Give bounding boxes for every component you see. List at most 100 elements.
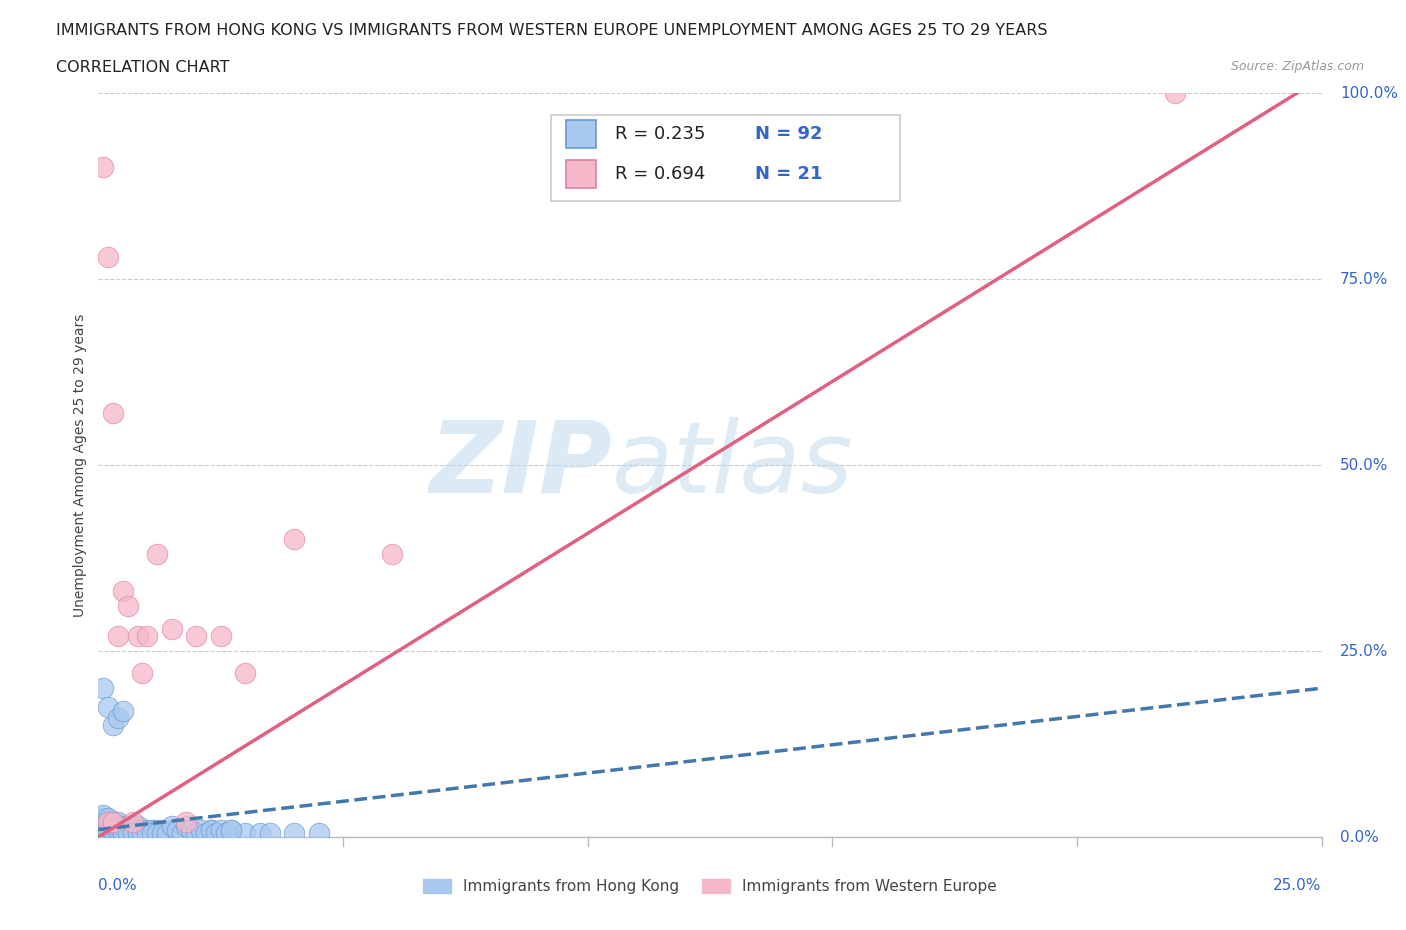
Point [150, 822, 173, 837]
Point [87, 822, 110, 837]
Point [97, 815, 120, 830]
Point [200, 822, 222, 837]
Point [121, 826, 143, 841]
Point [131, 822, 153, 837]
Point [166, 826, 188, 841]
Point [233, 826, 256, 841]
Point [131, 826, 153, 841]
Point [136, 826, 159, 841]
Text: R = 0.235: R = 0.235 [614, 125, 706, 142]
Point [91, 160, 114, 175]
Point [91, 815, 114, 830]
Point [111, 826, 134, 841]
Text: R = 0.694: R = 0.694 [614, 165, 704, 183]
Point [91, 822, 114, 837]
Point [91, 826, 114, 841]
Point [91, 822, 114, 837]
Point [195, 826, 218, 841]
Point [117, 818, 139, 833]
Point [107, 711, 129, 725]
Point [127, 629, 149, 644]
Point [146, 547, 169, 562]
Point [111, 584, 134, 599]
Text: 50.0%: 50.0% [1340, 458, 1388, 472]
Point [160, 826, 183, 841]
Point [308, 826, 330, 841]
Point [101, 822, 124, 837]
Text: 75.0%: 75.0% [1340, 272, 1388, 286]
Text: 0.0%: 0.0% [98, 878, 138, 893]
Point [249, 826, 271, 841]
Text: 25.0%: 25.0% [1340, 644, 1388, 658]
Point [209, 826, 232, 841]
Point [150, 826, 173, 841]
Point [91, 681, 114, 696]
Point [111, 826, 134, 841]
Point [107, 629, 129, 644]
Point [107, 826, 129, 841]
Point [117, 826, 139, 841]
Point [170, 826, 193, 841]
Point [101, 718, 124, 733]
Point [141, 822, 163, 837]
Point [97, 822, 120, 837]
Point [111, 822, 134, 837]
Point [101, 815, 124, 830]
Point [176, 826, 198, 841]
Text: atlas: atlas [612, 417, 853, 513]
Text: ZIP: ZIP [429, 417, 612, 513]
Point [101, 826, 124, 841]
Point [219, 822, 242, 837]
Point [195, 826, 218, 841]
Point [87, 826, 110, 841]
Point [107, 822, 129, 837]
Text: 0.0%: 0.0% [1340, 830, 1379, 844]
Point [111, 703, 134, 718]
Point [117, 826, 139, 841]
Point [91, 811, 114, 826]
Text: 25.0%: 25.0% [1274, 878, 1322, 893]
Point [141, 826, 163, 841]
Point [91, 807, 114, 822]
Point [97, 699, 120, 714]
Point [209, 629, 232, 644]
Point [127, 826, 149, 841]
Point [101, 405, 124, 420]
Point [121, 826, 143, 841]
Point [259, 826, 281, 841]
Point [146, 822, 169, 837]
Point [97, 818, 120, 833]
Point [166, 822, 188, 837]
Point [107, 815, 129, 830]
Point [219, 822, 242, 837]
Point [176, 818, 198, 833]
Text: Source: ZipAtlas.com: Source: ZipAtlas.com [1230, 60, 1364, 73]
Point [186, 629, 208, 644]
Legend: Immigrants from Hong Kong, Immigrants from Western Europe: Immigrants from Hong Kong, Immigrants fr… [418, 872, 1002, 900]
Point [209, 822, 232, 837]
Bar [565, 160, 596, 188]
Point [136, 629, 159, 644]
Text: CORRELATION CHART: CORRELATION CHART [56, 60, 229, 75]
Point [170, 822, 193, 837]
Point [1164, 86, 1187, 100]
Point [131, 826, 153, 841]
Point [200, 822, 222, 837]
Point [91, 818, 114, 833]
Point [101, 822, 124, 837]
Point [117, 822, 139, 837]
Point [136, 826, 159, 841]
Point [121, 822, 143, 837]
Point [180, 822, 202, 837]
Point [117, 599, 139, 614]
Point [381, 547, 404, 562]
Text: N = 21: N = 21 [755, 165, 823, 183]
Point [101, 815, 124, 830]
Point [160, 621, 183, 636]
Point [97, 815, 120, 830]
Point [146, 826, 169, 841]
Point [121, 818, 143, 833]
Point [156, 826, 179, 841]
Text: 100.0%: 100.0% [1340, 86, 1398, 100]
Text: IMMIGRANTS FROM HONG KONG VS IMMIGRANTS FROM WESTERN EUROPE UNEMPLOYMENT AMONG A: IMMIGRANTS FROM HONG KONG VS IMMIGRANTS … [56, 23, 1047, 38]
